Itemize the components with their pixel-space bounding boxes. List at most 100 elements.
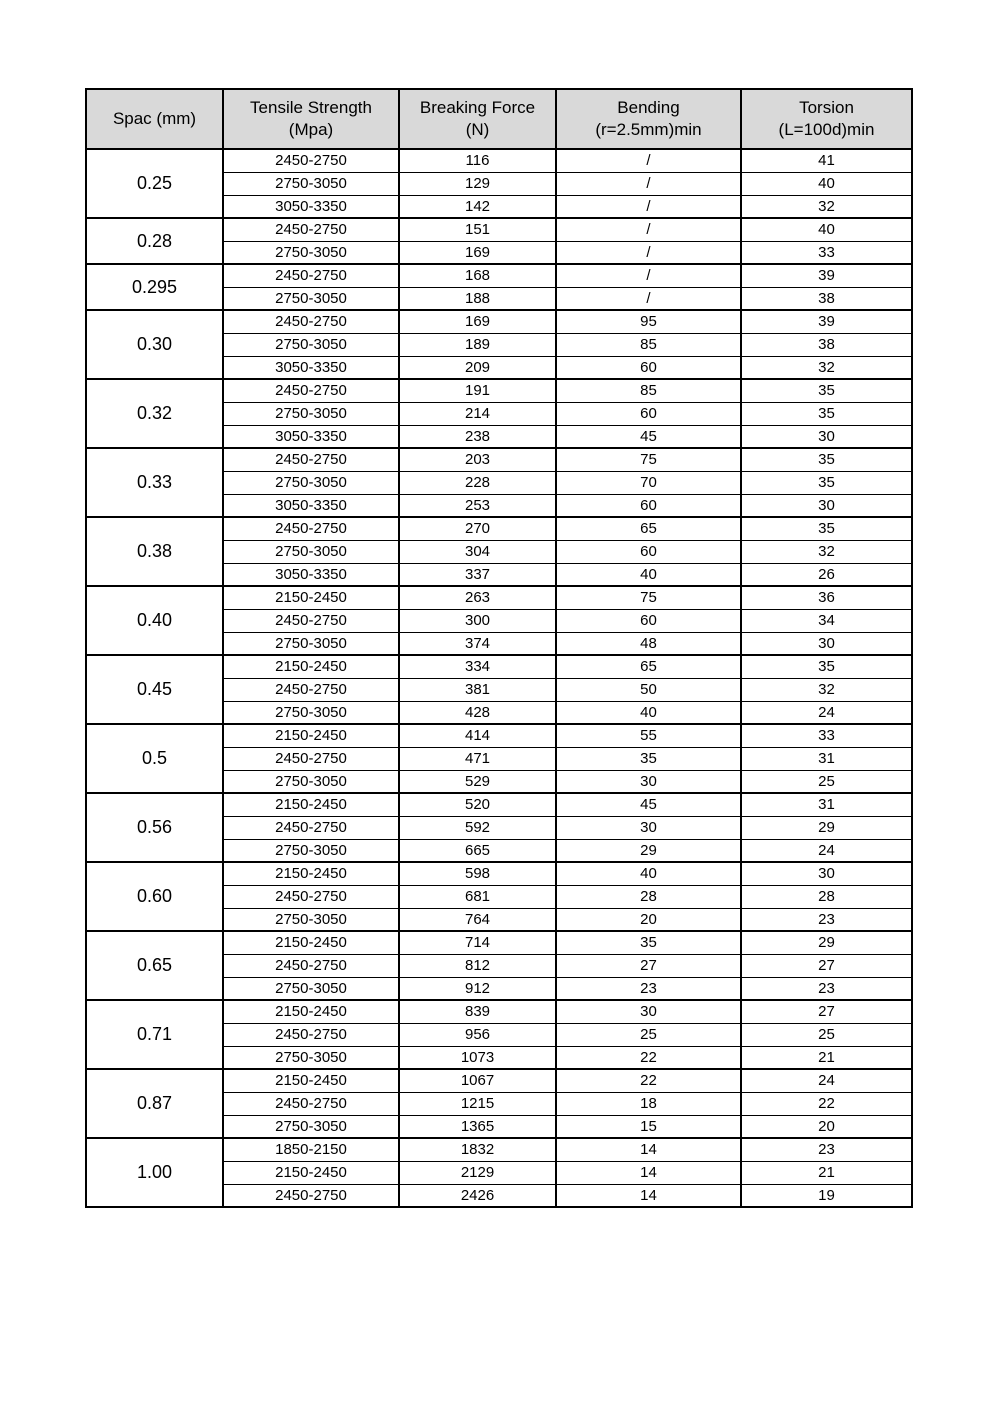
column-header-torsion: Torsion (L=100d)min bbox=[740, 88, 913, 150]
cell-tensile-strength: 2450-2750 bbox=[222, 1022, 400, 1047]
table-row: 2750-3050 665 29 24 bbox=[86, 838, 913, 863]
table-row: 0.45 2150-2450 334 65 35 bbox=[85, 654, 913, 725]
cell-tensile-strength: 2450-2750 bbox=[222, 309, 400, 334]
cell-torsion: 32 bbox=[740, 355, 913, 380]
cell-bending: 60 bbox=[555, 493, 742, 518]
table-row: 2750-3050 912 23 23 bbox=[86, 976, 913, 1001]
cell-breaking-force: 253 bbox=[398, 493, 557, 518]
table-row: 0.60 2150-2450 598 40 30 bbox=[85, 861, 913, 932]
cell-tensile-strength: 2750-3050 bbox=[222, 539, 400, 564]
cell-tensile-strength: 2450-2750 bbox=[222, 516, 400, 541]
table-row: 2750-3050 1073 22 21 bbox=[86, 1045, 913, 1070]
table-row: 0.25 2450-2750 116/41 bbox=[85, 148, 913, 219]
spec-table-container: Spac (mm) Tensile Strength (Mpa) Breakin… bbox=[85, 88, 913, 1208]
column-header-spac: Spac (mm) bbox=[85, 88, 224, 150]
cell-torsion: 31 bbox=[740, 746, 913, 771]
cell-torsion: 35 bbox=[740, 378, 913, 403]
cell-breaking-force: 263 bbox=[398, 585, 557, 610]
cell-breaking-force: 142 bbox=[398, 194, 557, 219]
cell-tensile-strength: 2450-2750 bbox=[222, 217, 400, 242]
cell-breaking-force: 238 bbox=[398, 424, 557, 449]
cell-torsion: 26 bbox=[740, 562, 913, 587]
table-row: 2750-3050 169/33 bbox=[86, 240, 913, 265]
cell-bending: 65 bbox=[555, 516, 742, 541]
cell-tensile-strength: 2450-2750 bbox=[222, 1183, 400, 1208]
cell-torsion: 27 bbox=[740, 953, 913, 978]
cell-tensile-strength: 3050-3350 bbox=[222, 493, 400, 518]
table-row: 2450-2750 300 60 34 bbox=[86, 608, 913, 633]
cell-breaking-force: 169 bbox=[398, 309, 557, 334]
cell-tensile-strength: 2750-3050 bbox=[222, 470, 400, 495]
cell-tensile-strength: 3050-3350 bbox=[222, 562, 400, 587]
cell-breaking-force: 1365 bbox=[398, 1114, 557, 1139]
cell-bending: / bbox=[555, 240, 742, 265]
cell-bending: 29 bbox=[555, 838, 742, 863]
table-row: 0.33 2450-2750 203 75 35 bbox=[85, 447, 913, 518]
cell-torsion: 20 bbox=[740, 1114, 913, 1139]
cell-tensile-strength: 2450-2750 bbox=[222, 677, 400, 702]
table-row: 2750-3050 529 30 25 bbox=[86, 769, 913, 794]
cell-torsion: 33 bbox=[740, 723, 913, 748]
cell-bending: / bbox=[555, 194, 742, 219]
cell-torsion: 27 bbox=[740, 999, 913, 1024]
table-row: 0.32 2450-2750 191 85 35 bbox=[85, 378, 913, 449]
cell-bending: 55 bbox=[555, 723, 742, 748]
cell-tensile-strength: 2150-2450 bbox=[222, 999, 400, 1024]
cell-spac: 0.87 bbox=[85, 1068, 224, 1139]
cell-breaking-force: 203 bbox=[398, 447, 557, 472]
cell-spac: 0.32 bbox=[85, 378, 224, 449]
table-body: 0.25 2450-2750 116/41 2750-3050 129/40 3050-3… bbox=[85, 148, 913, 1208]
cell-tensile-strength: 2450-2750 bbox=[222, 953, 400, 978]
cell-bending: / bbox=[555, 148, 742, 173]
cell-tensile-strength: 3050-3350 bbox=[222, 355, 400, 380]
cell-bending: 14 bbox=[555, 1183, 742, 1208]
cell-breaking-force: 337 bbox=[398, 562, 557, 587]
cell-bending: 60 bbox=[555, 401, 742, 426]
column-header-torsion-line1: Torsion bbox=[799, 98, 854, 118]
cell-bending: 15 bbox=[555, 1114, 742, 1139]
cell-torsion: 33 bbox=[740, 240, 913, 265]
table-row: 2450-2750 681 28 28 bbox=[86, 884, 913, 909]
table-row: 2750-3050 129/40 bbox=[86, 171, 913, 196]
cell-breaking-force: 428 bbox=[398, 700, 557, 725]
cell-breaking-force: 374 bbox=[398, 631, 557, 656]
table-row: 0.28 2450-2750 151/40 bbox=[85, 217, 913, 265]
table-header: Spac (mm) Tensile Strength (Mpa) Breakin… bbox=[85, 88, 913, 150]
cell-bending: 48 bbox=[555, 631, 742, 656]
cell-breaking-force: 2426 bbox=[398, 1183, 557, 1208]
cell-tensile-strength: 2150-2450 bbox=[222, 654, 400, 679]
cell-breaking-force: 169 bbox=[398, 240, 557, 265]
cell-breaking-force: 116 bbox=[398, 148, 557, 173]
cell-torsion: 35 bbox=[740, 654, 913, 679]
cell-bending: 45 bbox=[555, 424, 742, 449]
cell-breaking-force: 168 bbox=[398, 263, 557, 288]
cell-spac: 0.28 bbox=[85, 217, 224, 265]
cell-breaking-force: 665 bbox=[398, 838, 557, 863]
cell-tensile-strength: 2150-2450 bbox=[222, 723, 400, 748]
table-row: 2450-2750 471 35 31 bbox=[86, 746, 913, 771]
table-row: 2450-2750 1215 18 22 bbox=[86, 1091, 913, 1116]
cell-tensile-strength: 2150-2450 bbox=[222, 585, 400, 610]
cell-torsion: 38 bbox=[740, 286, 913, 311]
column-header-tensile-line2: (Mpa) bbox=[288, 120, 334, 139]
cell-torsion: 30 bbox=[740, 493, 913, 518]
cell-tensile-strength: 2750-3050 bbox=[222, 769, 400, 794]
cell-tensile-strength: 3050-3350 bbox=[222, 424, 400, 449]
cell-spac: 0.295 bbox=[85, 263, 224, 311]
table-row: 2750-3050 214 60 35 bbox=[86, 401, 913, 426]
cell-bending: 60 bbox=[555, 608, 742, 633]
cell-tensile-strength: 2150-2450 bbox=[222, 1068, 400, 1093]
cell-tensile-strength: 3050-3350 bbox=[222, 194, 400, 219]
cell-torsion: 24 bbox=[740, 1068, 913, 1093]
cell-torsion: 40 bbox=[740, 217, 913, 242]
cell-tensile-strength: 2450-2750 bbox=[222, 378, 400, 403]
cell-torsion: 21 bbox=[740, 1045, 913, 1070]
cell-bending: 65 bbox=[555, 654, 742, 679]
cell-torsion: 41 bbox=[740, 148, 913, 173]
cell-tensile-strength: 2450-2750 bbox=[222, 263, 400, 288]
table-row: 2750-3050 1365 15 20 bbox=[86, 1114, 913, 1139]
cell-bending: 14 bbox=[555, 1137, 742, 1162]
cell-bending: 40 bbox=[555, 700, 742, 725]
cell-bending: 18 bbox=[555, 1091, 742, 1116]
cell-bending: 40 bbox=[555, 562, 742, 587]
